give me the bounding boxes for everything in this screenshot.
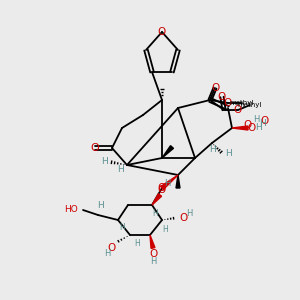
- Text: H: H: [253, 116, 259, 124]
- Text: H: H: [208, 146, 215, 154]
- Text: O: O: [158, 183, 166, 193]
- Text: H: H: [102, 158, 108, 166]
- Text: O: O: [218, 92, 226, 102]
- Text: O: O: [211, 83, 219, 93]
- Text: H: H: [259, 118, 266, 127]
- Polygon shape: [152, 194, 162, 205]
- Text: H: H: [134, 238, 140, 247]
- Text: O: O: [224, 98, 232, 108]
- Polygon shape: [176, 175, 180, 188]
- Text: H: H: [164, 179, 170, 188]
- Text: H: H: [152, 208, 158, 217]
- Text: H: H: [119, 224, 125, 232]
- Text: H: H: [255, 124, 262, 133]
- Text: H: H: [97, 200, 104, 209]
- Polygon shape: [232, 126, 248, 130]
- Text: O: O: [158, 185, 166, 195]
- Text: O: O: [179, 213, 187, 223]
- Text: H: H: [117, 166, 123, 175]
- Text: O: O: [91, 143, 99, 153]
- Text: HO: HO: [64, 206, 78, 214]
- Text: O: O: [158, 27, 166, 37]
- Text: methyl: methyl: [230, 100, 254, 106]
- Text: H: H: [150, 256, 156, 266]
- Text: O: O: [149, 249, 157, 259]
- Text: H: H: [225, 148, 231, 158]
- Polygon shape: [162, 146, 173, 158]
- Polygon shape: [161, 175, 178, 190]
- Text: H: H: [162, 226, 168, 235]
- Text: O: O: [244, 120, 252, 130]
- Text: O: O: [260, 116, 268, 126]
- Text: H: H: [186, 209, 192, 218]
- Text: O: O: [108, 243, 116, 253]
- Text: H: H: [104, 250, 110, 259]
- Text: O: O: [248, 123, 256, 133]
- Polygon shape: [150, 235, 155, 248]
- Text: methyl: methyl: [238, 102, 262, 108]
- Text: O: O: [234, 105, 242, 115]
